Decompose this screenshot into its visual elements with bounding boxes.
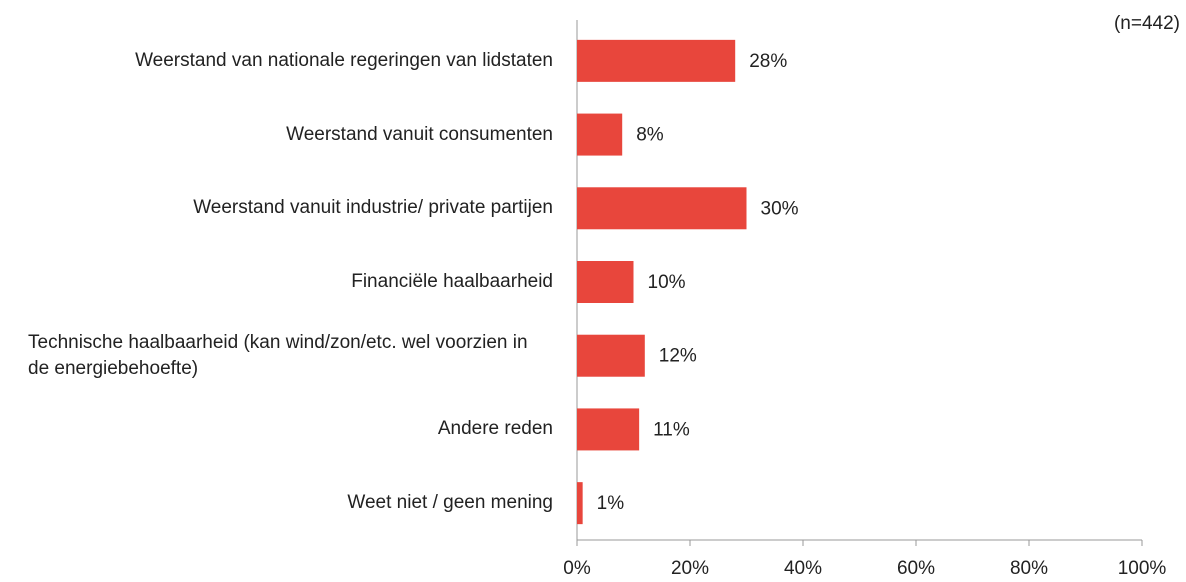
bar — [577, 39, 736, 82]
category-text: Technische haalbaarheid (kan wind/zon/et… — [28, 331, 528, 379]
category-label: Weerstand vanuit consumenten — [0, 95, 553, 175]
category-label: Weet niet / geen mening — [0, 463, 553, 543]
bar — [577, 187, 747, 230]
value-label: 30% — [761, 198, 799, 219]
category-label: Weerstand van nationale regeringen van l… — [0, 21, 553, 101]
category-text: Weerstand vanuit industrie/ private part… — [193, 197, 553, 219]
x-tick-label: 80% — [1010, 558, 1048, 579]
bar — [577, 408, 640, 451]
category-text: Financiële haalbaarheid — [351, 271, 553, 292]
category-text: Weet niet / geen mening — [347, 492, 553, 514]
value-label: 10% — [648, 272, 686, 293]
category-label: Technische haalbaarheid (kan wind/zon/et… — [0, 316, 553, 396]
category-text: Andere reden — [437, 418, 553, 440]
x-tick-label: 0% — [563, 558, 591, 579]
bar — [577, 113, 623, 156]
bar — [577, 261, 634, 303]
category-text: Weerstand van nationale regeringen van l… — [135, 49, 553, 71]
category-label: Andere reden — [0, 389, 553, 469]
category-label: Weerstand vanuit industrie/ private part… — [0, 168, 553, 248]
bar — [577, 482, 583, 525]
value-label: 28% — [749, 51, 787, 72]
x-tick-label: 40% — [784, 558, 822, 579]
value-label: 1% — [597, 493, 625, 514]
value-label: 8% — [636, 125, 664, 146]
category-text: Weerstand vanuit consumenten — [286, 123, 553, 145]
x-tick-label: 20% — [671, 558, 709, 579]
sample-note: (n=442) — [1114, 13, 1180, 34]
category-label: Financiële haalbaarheid — [0, 242, 553, 322]
bar — [577, 334, 645, 377]
value-label: 11% — [653, 419, 690, 440]
value-label: 12% — [659, 346, 697, 367]
x-tick-label: 60% — [897, 558, 935, 579]
x-tick-label: 100% — [1118, 558, 1167, 579]
